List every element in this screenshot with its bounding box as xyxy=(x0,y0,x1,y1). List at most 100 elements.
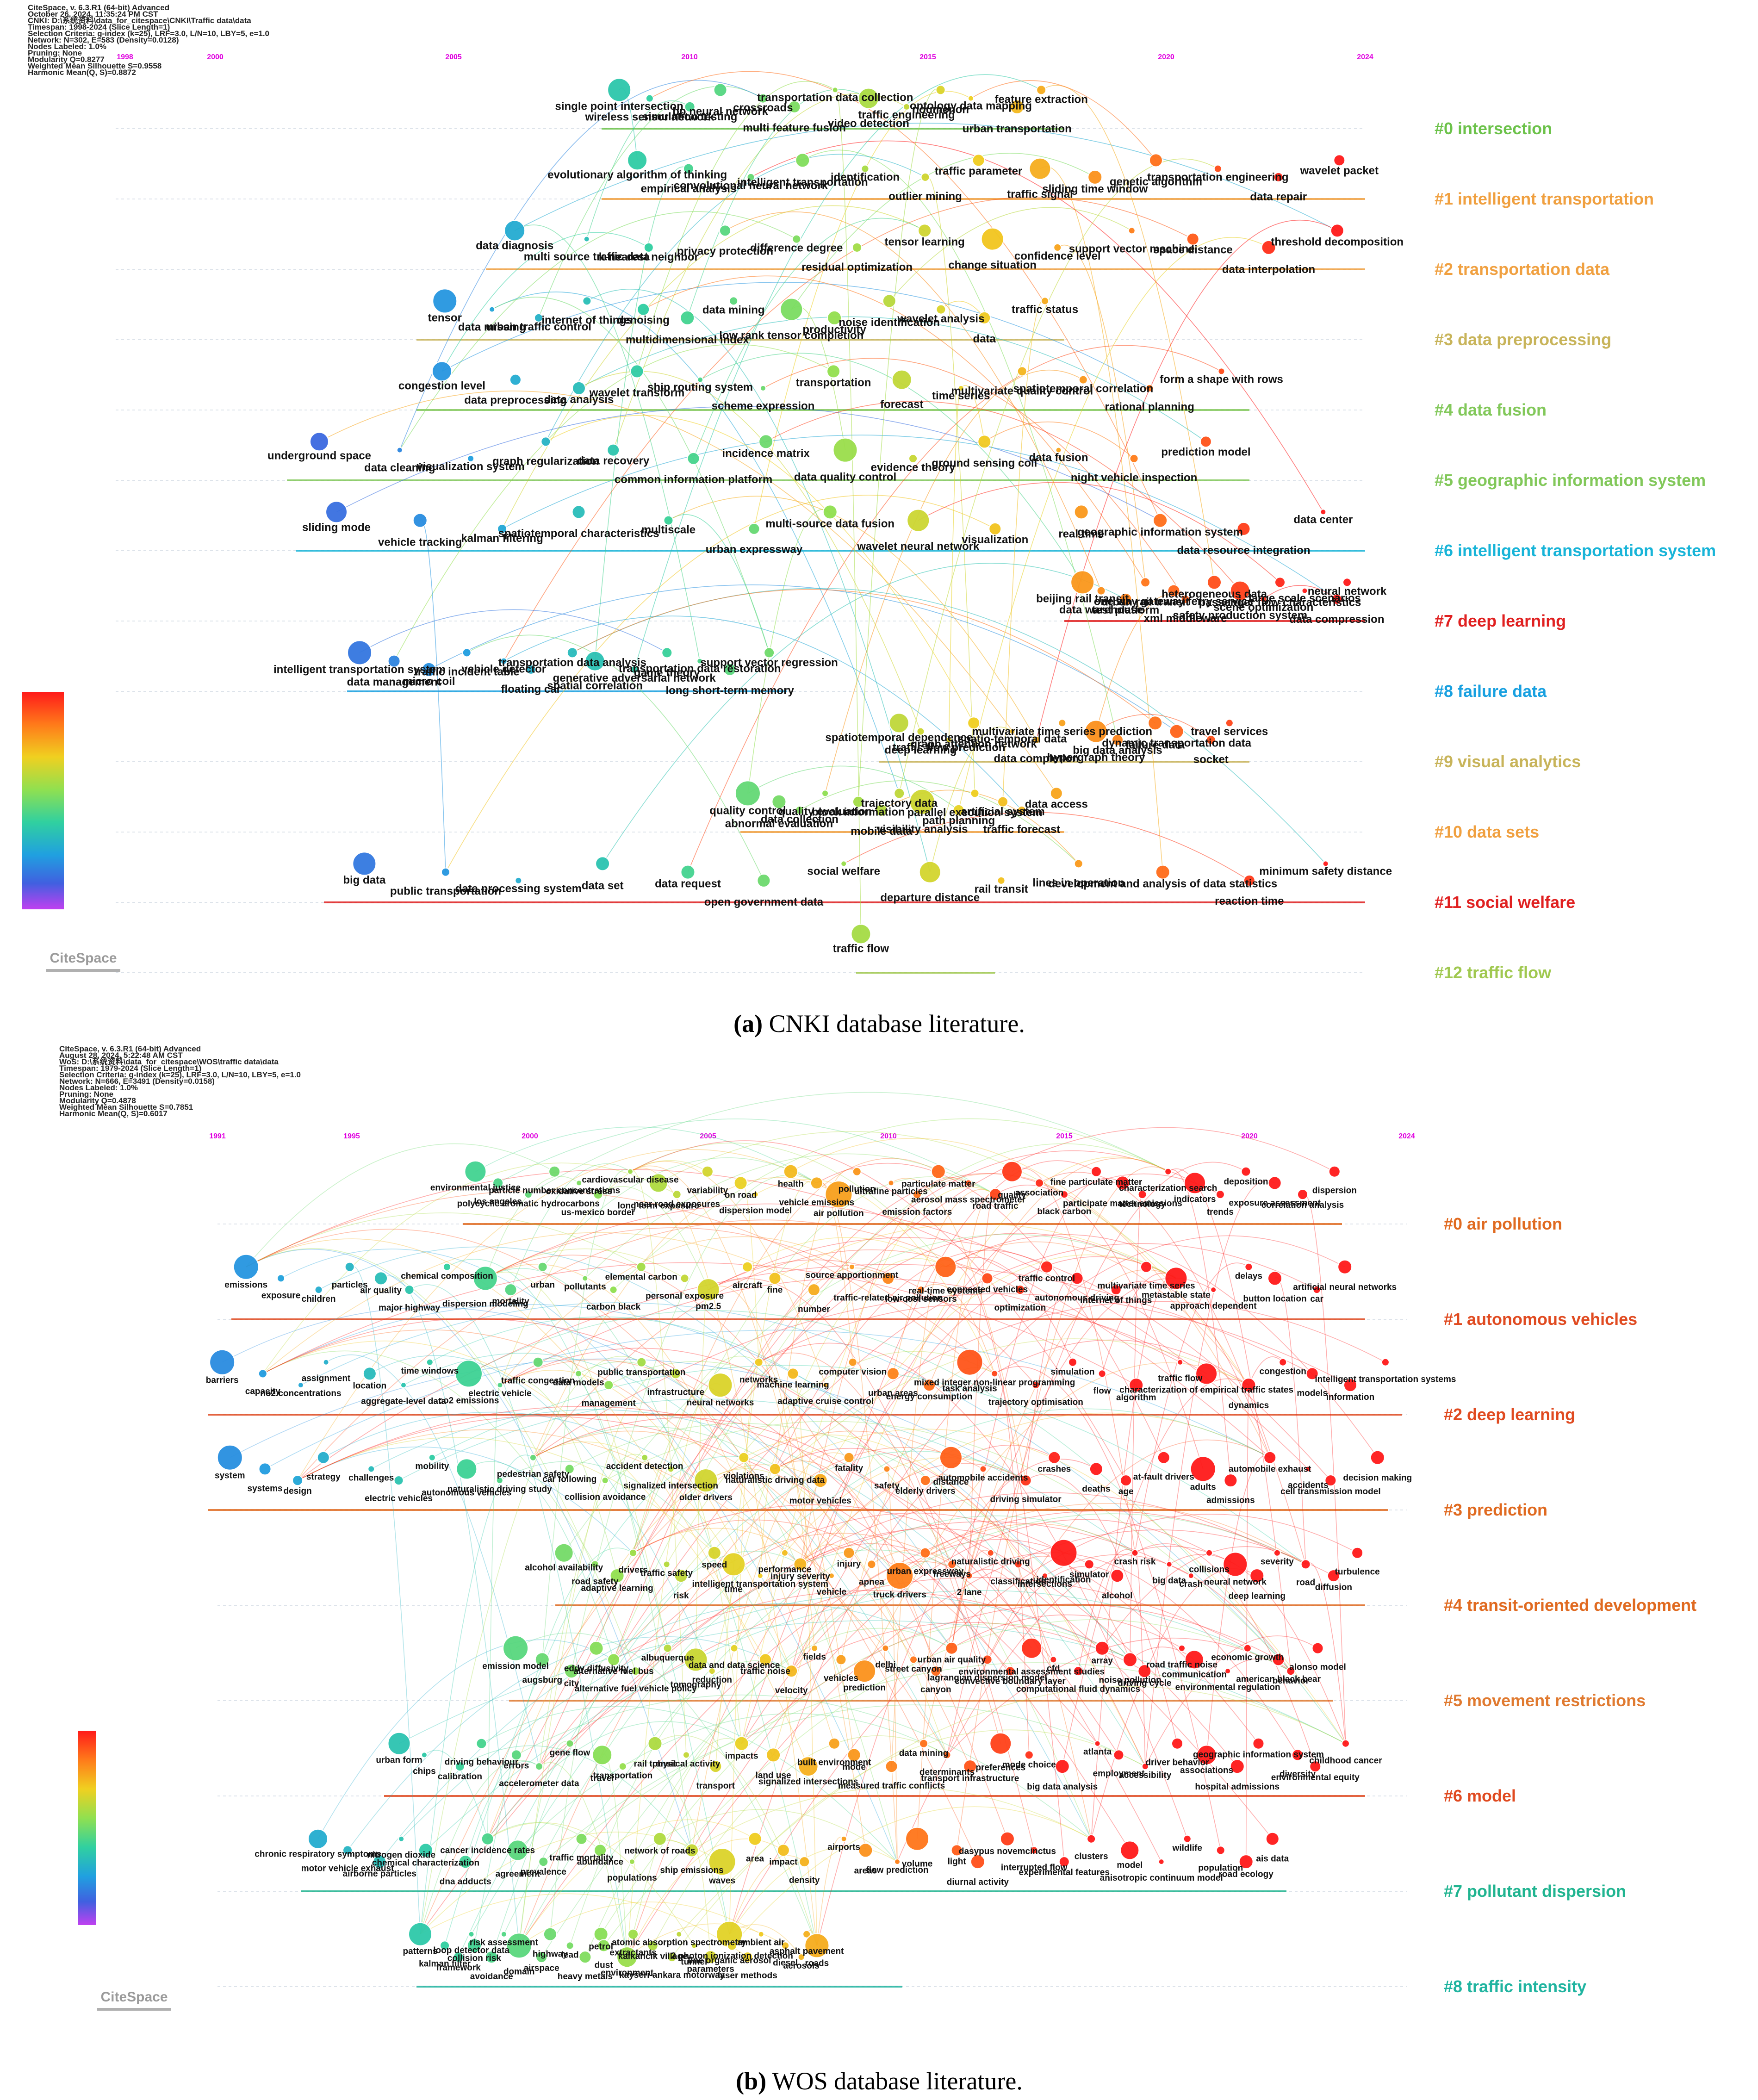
a-keyword-label: congestion level xyxy=(398,379,485,392)
b-keyword-label: emission model xyxy=(482,1662,549,1671)
b-keyword-label: patterns xyxy=(403,1947,438,1957)
b-citation-arc xyxy=(659,1809,898,1862)
b-keyword-label: information xyxy=(1326,1392,1375,1402)
a-node xyxy=(821,789,829,797)
b-citation-arc xyxy=(564,1234,1176,1553)
b-keyword-label: infrastructure xyxy=(647,1387,705,1397)
a-node xyxy=(1009,728,1016,735)
b-citation-arc xyxy=(925,1503,1306,1565)
b-node xyxy=(636,1261,646,1272)
b-year-tick: 1995 xyxy=(343,1132,360,1140)
b-keyword-label: speed xyxy=(702,1560,727,1570)
a-keyword-label: traffic signal xyxy=(1007,188,1073,201)
b-keyword-label: urban air quality xyxy=(918,1655,986,1665)
b-node xyxy=(802,1930,811,1938)
a-citation-arc xyxy=(970,80,1156,161)
a-keyword-label: wavelet neural network xyxy=(857,541,980,553)
b-node xyxy=(458,1855,472,1869)
b-node xyxy=(342,1845,353,1856)
b-keyword-label: optimization xyxy=(994,1303,1046,1313)
b-keyword-label: systems xyxy=(248,1484,283,1493)
b-node xyxy=(578,1951,592,1964)
b-keyword-label: traffic control xyxy=(1019,1274,1075,1284)
b-citation-arc xyxy=(671,1466,742,1744)
b-node xyxy=(1279,1358,1287,1367)
b-node xyxy=(882,1644,889,1652)
a-keyword-label: time series xyxy=(932,390,990,402)
b-citation-arc xyxy=(597,1186,709,1290)
b-node xyxy=(593,1926,609,1942)
b-keyword-label: calibration xyxy=(438,1772,482,1782)
b-keyword-label: driving cycle xyxy=(1118,1678,1171,1688)
a-node xyxy=(967,95,974,102)
a-keyword-label: prediction model xyxy=(1161,446,1250,458)
a-citation-arc xyxy=(725,211,1102,591)
a-keyword-label: wireless sensor network xyxy=(584,111,714,124)
b-node xyxy=(1041,1572,1048,1579)
a-cluster-label: #11 social welfare xyxy=(1435,893,1575,912)
b-node xyxy=(1060,1190,1068,1199)
b-citation-arc xyxy=(485,1248,685,1279)
b-node xyxy=(1263,1451,1277,1464)
a-keyword-label: dynamic transportation data xyxy=(1102,737,1251,750)
a-node xyxy=(582,296,592,306)
b-citation-arc xyxy=(425,1590,1291,1851)
a-node xyxy=(1074,859,1083,869)
b-node xyxy=(466,1938,482,1953)
panel-b-citespace-logo: CiteSpace xyxy=(97,1989,171,2011)
b-keyword-label: at-fault drivers xyxy=(1133,1472,1194,1482)
b-keyword-label: traffic mortality xyxy=(549,1853,614,1863)
b-keyword-label: neural network xyxy=(1204,1577,1267,1587)
b-keyword-label: traffic congestion xyxy=(501,1376,575,1386)
a-year-tick: 2020 xyxy=(1158,53,1174,61)
a-citation-arc xyxy=(491,297,770,653)
a-keyword-label: micro coil xyxy=(403,675,455,688)
b-node xyxy=(609,1568,625,1584)
b-citation-arc xyxy=(775,1460,937,1671)
b-header-line: CiteSpace, v. 6.3.R1 (64-bit) Advanced xyxy=(59,1044,201,1053)
a-keyword-label: visualization xyxy=(962,534,1028,546)
b-keyword-label: petrol xyxy=(589,1942,613,1952)
b-keyword-label: mode choice xyxy=(1002,1760,1056,1770)
a-node xyxy=(997,876,1006,885)
a-keyword-label: wavelet transform xyxy=(589,386,684,399)
b-citation-arc xyxy=(246,1248,636,1671)
b-node xyxy=(1171,1737,1184,1750)
b-node xyxy=(1195,1362,1218,1385)
a-citation-arc xyxy=(765,401,1241,591)
b-keyword-label: automobile accidents xyxy=(938,1473,1028,1483)
b-citation-arc xyxy=(1135,1543,1316,1767)
b-keyword-label: urban expressway xyxy=(887,1567,964,1577)
panel-b-year-axis: 1991 1995 2000 2005 2010 2015 2020 2024 xyxy=(209,1132,1415,1140)
a-citation-arc xyxy=(393,344,834,662)
b-keyword-label: motor vehicles xyxy=(789,1496,851,1506)
a-citation-arc xyxy=(594,166,689,661)
a-keyword-label: beijing rail transit xyxy=(1036,592,1129,605)
a-node xyxy=(387,654,401,668)
b-cluster-label: #4 transit-oriented development xyxy=(1444,1596,1696,1615)
b-node xyxy=(1241,1378,1256,1393)
b-node xyxy=(575,1833,588,1845)
b-citation-arc xyxy=(429,1316,1146,1767)
b-cluster-label: #3 prediction xyxy=(1444,1500,1547,1519)
b-node xyxy=(576,1180,583,1187)
a-keyword-label: identification xyxy=(831,171,900,184)
b-keyword-label: oxidative stress xyxy=(546,1187,612,1196)
b-keyword-label: capacity xyxy=(245,1386,280,1396)
b-keyword-label: severity xyxy=(1261,1557,1294,1567)
b-node xyxy=(685,1843,699,1858)
b-node xyxy=(752,1191,759,1198)
b-keyword-label: quality xyxy=(998,1191,1026,1200)
b-keyword-label: velocity xyxy=(775,1686,808,1696)
b-header-line: August 28, 2024, 5:22:48 AM CST xyxy=(59,1051,183,1060)
b-citation-arc xyxy=(741,1186,996,1744)
b-citation-arc xyxy=(420,1893,748,1957)
b-citation-arc xyxy=(500,1359,970,1767)
b-node xyxy=(1005,1666,1015,1677)
b-node xyxy=(965,1572,973,1580)
b-node xyxy=(785,1665,798,1678)
b-citation-arc xyxy=(1245,1385,1249,1862)
a-node xyxy=(1225,719,1234,727)
b-citation-arc xyxy=(633,1519,1011,1671)
b-citation-arc xyxy=(487,1384,501,1839)
